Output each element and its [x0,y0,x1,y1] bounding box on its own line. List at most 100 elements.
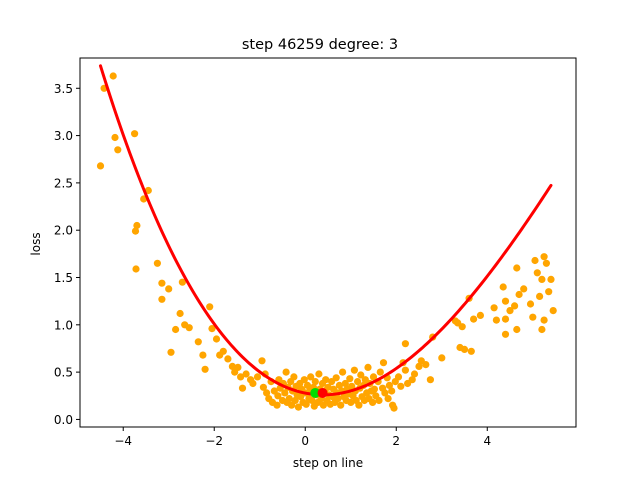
data-point [185,324,193,332]
data-point [526,300,535,308]
data-point [194,338,202,346]
data-point [165,285,173,293]
data-point [415,362,423,370]
data-point [547,275,555,283]
data-point [311,378,319,386]
data-point [476,311,484,319]
y-tick-label: 2.5 [54,176,73,190]
data-point [302,400,310,408]
markers-layer [310,387,328,398]
data-point [238,384,247,392]
y-tick-label: 2.0 [54,224,73,238]
x-tick-label: −2 [205,434,223,448]
data-point [96,162,105,170]
data-point [201,365,209,373]
data-point [281,389,289,397]
data-point [536,292,544,300]
data-point [224,355,232,363]
data-point [533,269,541,277]
data-point [228,362,236,370]
y-tick-label: 1.5 [54,271,73,285]
data-point [258,357,266,365]
x-tick-label: 4 [483,434,491,448]
data-point [350,366,358,374]
data-point [334,395,342,403]
data-point [460,345,469,353]
data-point [470,315,478,323]
data-point [114,146,122,154]
x-axis-label: step on line [293,456,363,470]
data-point [376,368,384,376]
data-point [294,403,302,411]
data-point [458,323,466,331]
data-point [111,133,119,142]
data-point [307,373,315,381]
data-point [335,381,343,389]
data-point [337,401,345,409]
data-point [253,373,262,381]
data-point [158,295,166,303]
data-point [346,375,354,383]
data-point [322,376,330,384]
data-point [234,363,242,371]
fit-curve-layer [98,64,553,397]
data-point [397,382,405,390]
data-point [133,221,141,230]
data-point [263,389,271,397]
data-point [529,313,537,321]
data-point [513,264,521,272]
data-point [237,373,245,381]
data-point [510,302,519,310]
x-axis-ticks: −4 −2 0 2 4 [114,427,491,448]
data-point [370,385,378,393]
minimum-point-marker [317,387,328,398]
data-point [364,363,372,371]
data-point [167,348,175,356]
data-point [219,347,227,355]
data-point [315,370,323,378]
data-point [549,307,557,315]
data-point [153,259,161,267]
data-point [384,395,392,403]
data-point [274,392,282,400]
data-point [515,290,523,299]
data-point [199,351,207,359]
data-point [158,279,166,287]
fit-curve [98,64,553,397]
data-point [291,396,299,405]
data-point [531,256,539,265]
data-point [381,389,389,397]
data-point [132,265,140,273]
data-point [401,366,409,374]
y-axis-ticks: 0.0 0.5 1.0 1.5 2.0 2.5 3.0 3.5 [54,82,80,427]
data-point [308,396,316,405]
data-point [501,297,510,305]
data-point [249,379,257,388]
data-point [394,373,403,381]
data-point [178,278,186,286]
data-point [109,72,117,80]
data-point [212,335,221,343]
data-point [273,401,281,409]
data-point [492,316,500,324]
y-tick-label: 3.0 [54,129,73,143]
data-point [282,368,290,376]
data-point [540,316,548,324]
data-point [208,325,216,333]
data-point [206,303,214,311]
x-tick-label: 0 [301,434,309,448]
data-point [467,347,475,355]
data-point [520,285,528,293]
data-point [300,376,308,384]
data-point [172,325,180,334]
data-point [341,379,349,388]
data-point [410,370,419,378]
data-point [426,376,434,384]
y-axis-label: loss [29,232,43,255]
plot-frame [79,57,577,428]
data-point [339,368,347,376]
data-point [131,227,140,235]
data-point [303,381,312,389]
data-point [390,404,398,412]
